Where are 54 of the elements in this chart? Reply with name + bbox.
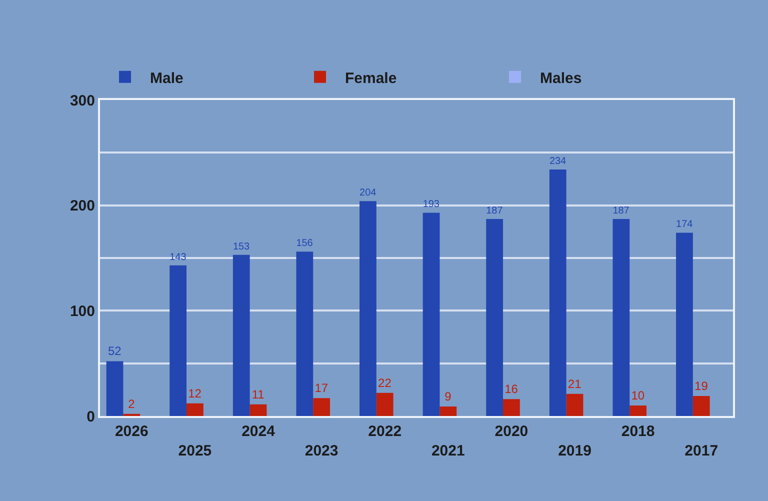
legend-label: Males <box>540 70 582 87</box>
y-tick-label: 300 <box>70 92 95 110</box>
y-tick-label: 200 <box>70 198 95 215</box>
bar <box>692 396 710 416</box>
bar <box>296 252 314 416</box>
data-label: 204 <box>360 188 377 199</box>
data-label: 19 <box>694 378 708 393</box>
bar <box>630 405 646 416</box>
bar <box>360 201 376 416</box>
data-label: 156 <box>296 238 314 250</box>
data-label: 16 <box>504 382 518 396</box>
bar <box>549 170 566 416</box>
bar <box>440 406 457 416</box>
data-label: 17 <box>314 381 328 396</box>
bar <box>232 254 250 416</box>
data-label: 12 <box>188 386 202 400</box>
bar <box>313 398 330 416</box>
legend-label: Female <box>345 70 397 87</box>
x-tick-label: 2018 <box>621 423 655 440</box>
x-tick-label: 2025 <box>178 442 212 460</box>
bar <box>676 232 693 416</box>
data-label: 174 <box>676 219 694 230</box>
bar <box>170 265 187 416</box>
bar <box>503 399 520 416</box>
bar <box>250 404 267 416</box>
data-label: 10 <box>631 388 645 402</box>
data-label: 22 <box>378 376 392 390</box>
y-tick-label: 100 <box>70 302 95 320</box>
data-label: 234 <box>549 156 566 168</box>
x-tick-label: 2019 <box>558 442 592 460</box>
x-tick-label: 2024 <box>242 423 276 440</box>
x-tick-label: 2022 <box>368 423 402 440</box>
bar <box>106 361 124 416</box>
bar <box>186 403 204 416</box>
bar <box>486 219 504 416</box>
bar <box>422 212 440 416</box>
y-tick-label: 0 <box>86 408 95 426</box>
data-label: 187 <box>486 206 504 217</box>
data-label: 21 <box>568 376 582 391</box>
x-tick-label: 2023 <box>304 442 338 460</box>
bar <box>376 392 394 416</box>
x-tick-label: 2020 <box>494 423 528 440</box>
data-label: 153 <box>232 241 250 252</box>
legend-label: Male <box>150 70 184 87</box>
data-label: 52 <box>108 344 122 358</box>
x-tick-label: 2017 <box>684 442 718 460</box>
bar <box>612 219 630 416</box>
data-label: 11 <box>252 387 265 402</box>
data-label: 187 <box>612 206 630 217</box>
x-tick-label: 2021 <box>431 442 465 460</box>
x-tick-label: 2026 <box>114 423 148 440</box>
data-label: 2 <box>128 396 136 411</box>
data-label: 9 <box>444 390 452 404</box>
bar <box>566 394 584 416</box>
